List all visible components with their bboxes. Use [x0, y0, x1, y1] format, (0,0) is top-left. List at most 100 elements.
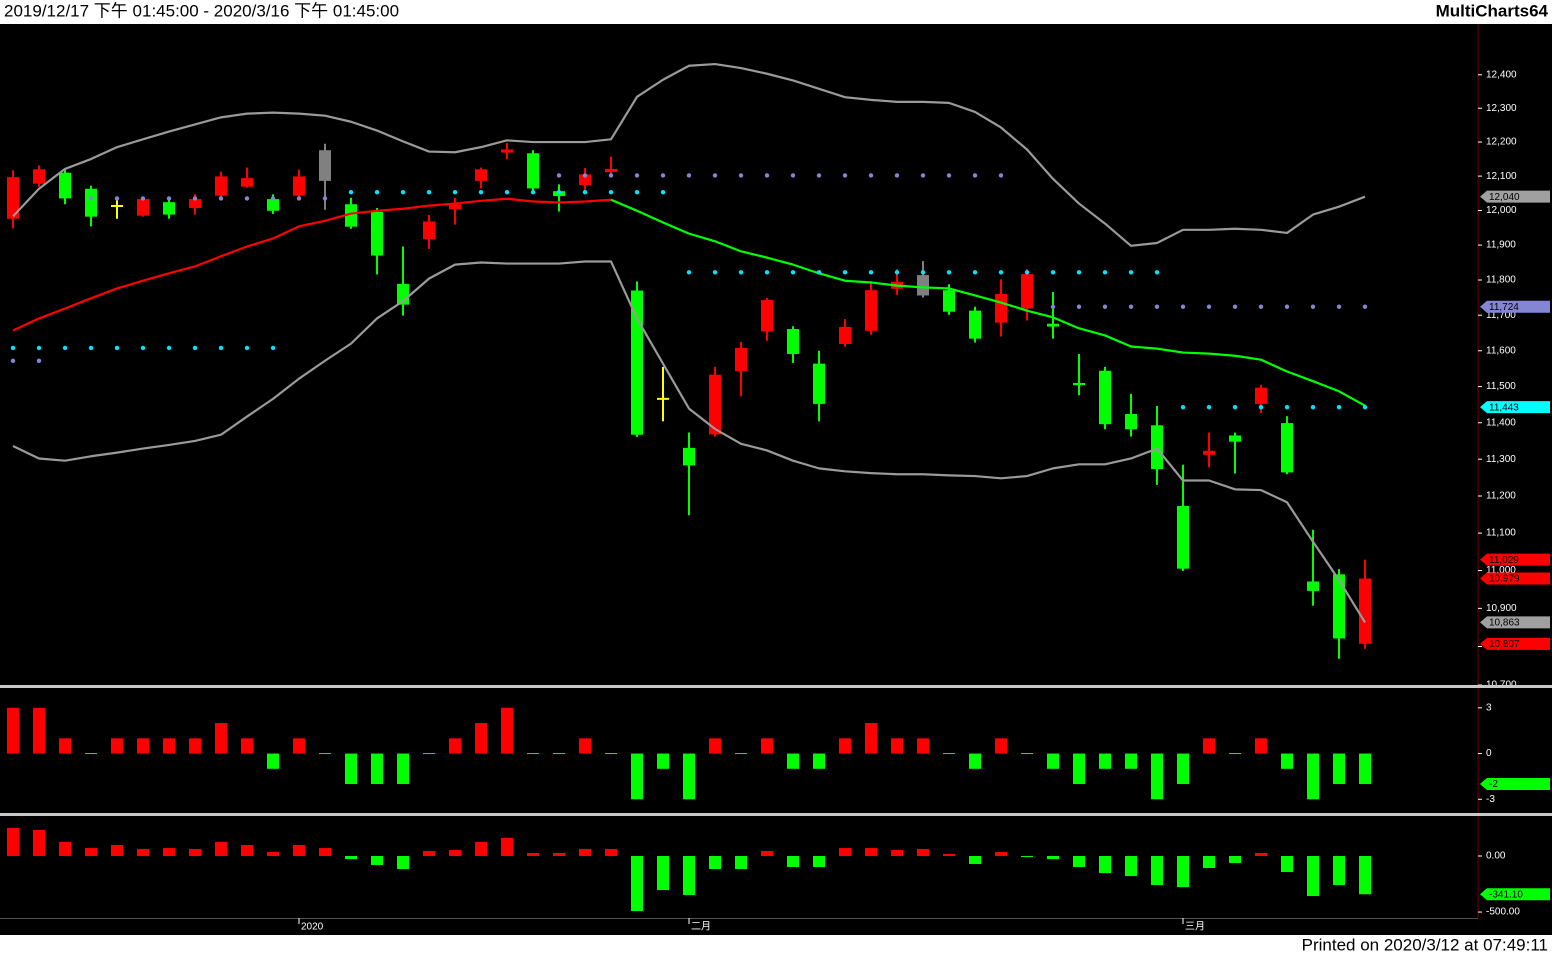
level-dot [712, 173, 718, 178]
candle-body [579, 174, 591, 186]
level-dot [88, 345, 94, 351]
level-dot [946, 270, 952, 275]
y-tick-label: 11,000 [1486, 565, 1516, 576]
level-dot [218, 345, 224, 351]
bar [1333, 753, 1345, 785]
level-dot [1102, 304, 1108, 309]
pane: 0.00 -500.00 -341.10 [7, 827, 1550, 918]
candle-body [345, 204, 357, 227]
bar [995, 851, 1007, 857]
level-dot [1310, 404, 1316, 410]
candle-body [813, 363, 825, 404]
bar [371, 856, 383, 865]
bar [1073, 856, 1085, 867]
x-tick-label: 三月 [1185, 921, 1205, 933]
price-marker-label: 11,724 [1489, 302, 1519, 313]
candle-body [995, 294, 1007, 323]
bar [1307, 753, 1319, 800]
bar [1203, 856, 1215, 869]
price-marker-label: 12,040 [1489, 192, 1520, 203]
level-dot [660, 190, 666, 195]
candle-body [1177, 505, 1189, 569]
bar [215, 841, 227, 857]
bar [1021, 753, 1033, 755]
candle-body [865, 290, 877, 331]
level-dot [894, 173, 900, 178]
candle-body [241, 178, 253, 187]
candle-body [761, 300, 773, 332]
level-dot [1362, 304, 1368, 309]
level-dot [556, 190, 562, 195]
bar [449, 738, 461, 754]
bar [969, 753, 981, 769]
bar [475, 723, 487, 754]
y-tick-label: 3 [1486, 702, 1492, 713]
y-tick-label: 12,300 [1486, 103, 1517, 114]
level-dot [920, 173, 926, 178]
bar [1255, 738, 1267, 754]
level-dot [738, 173, 744, 178]
y-tick-label: 11,100 [1486, 528, 1516, 539]
candle-body [189, 199, 201, 209]
y-tick-label: 12,200 [1486, 137, 1517, 148]
y-tick-label: 11,600 [1486, 345, 1516, 356]
candle-body [709, 374, 721, 435]
indicator-line [610, 198, 1366, 407]
bar [943, 853, 955, 857]
level-dot [1154, 270, 1160, 275]
bar [839, 848, 851, 857]
level-dot [738, 270, 744, 275]
y-tick-label: 11,700 [1486, 310, 1516, 321]
indicator-line [12, 260, 1366, 624]
bar [709, 738, 721, 754]
bar [683, 753, 695, 800]
level-dot [1128, 270, 1134, 275]
level-dot [556, 173, 562, 178]
bar [891, 849, 903, 857]
price-marker-label: 10,979 [1489, 574, 1520, 585]
bar [943, 753, 955, 755]
candle-body [735, 347, 747, 372]
level-dot [374, 190, 380, 195]
candle-body [137, 199, 149, 216]
candle-body [1151, 425, 1163, 470]
candle-body [1333, 574, 1345, 639]
bar [657, 856, 669, 891]
candle-body [1307, 581, 1319, 591]
pane: 3 0 -3 -2 [7, 702, 1550, 805]
level-dot [1154, 304, 1160, 309]
bar [1099, 856, 1111, 874]
candle-body [969, 310, 981, 339]
y-tick-label: 12,100 [1486, 171, 1517, 182]
bar [813, 753, 825, 769]
candle-body [1255, 387, 1267, 404]
candle-body [605, 168, 617, 173]
bar [917, 738, 929, 754]
level-dot [868, 270, 874, 275]
footer-bar [0, 935, 1552, 957]
candle-body [33, 169, 45, 184]
level-dot [608, 173, 614, 178]
level-dot [816, 270, 822, 275]
candle-body [475, 169, 487, 181]
candle-body [371, 211, 383, 256]
level-dot [972, 173, 978, 178]
bar [1177, 753, 1189, 785]
level-dot [712, 270, 718, 275]
candle-body [319, 150, 331, 181]
level-dot [270, 345, 276, 351]
level-dot [166, 196, 172, 201]
level-dot [764, 173, 770, 178]
bar [891, 738, 903, 754]
candle-body [449, 204, 461, 210]
price-marker-label: 10,863 [1489, 618, 1520, 629]
bar [33, 707, 45, 754]
candle-body [657, 397, 669, 400]
level-dot [192, 196, 198, 201]
level-dot [660, 173, 666, 178]
bar [605, 849, 617, 857]
price-marker [1480, 572, 1550, 585]
pane-separator [0, 813, 1552, 816]
level-dot [348, 190, 354, 195]
